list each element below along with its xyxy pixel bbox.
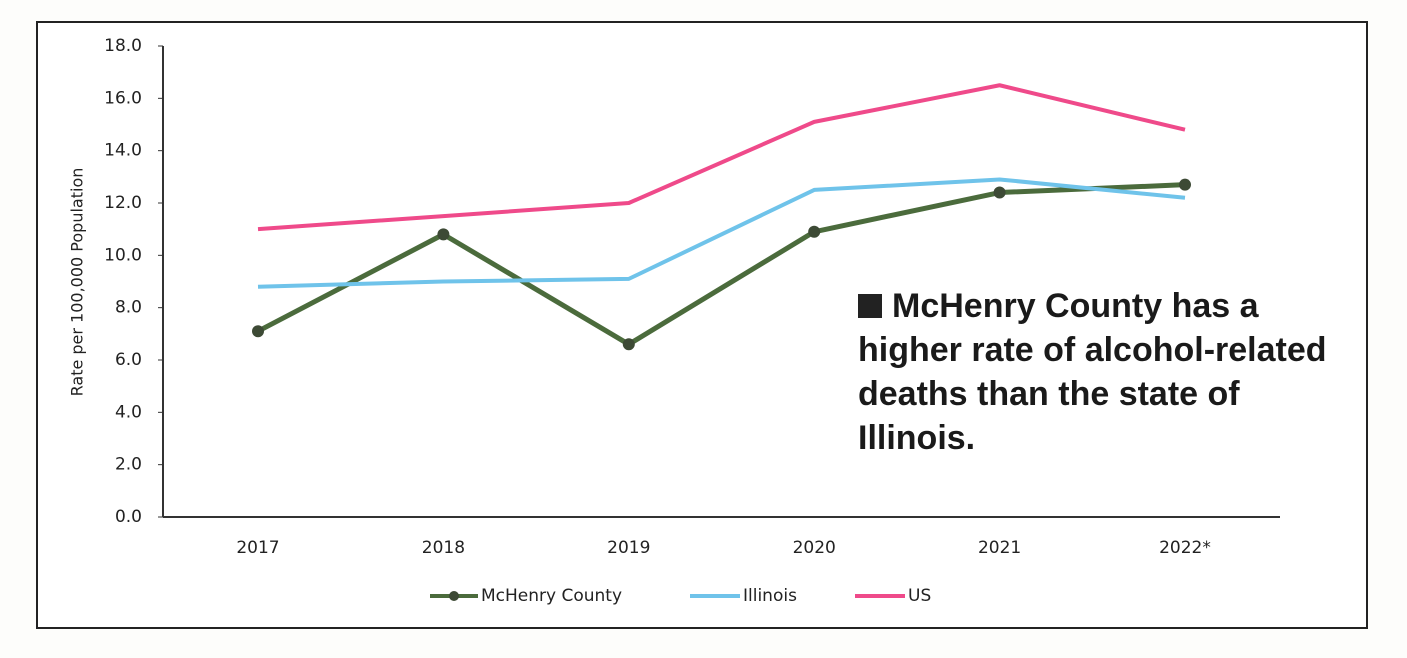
point-marker [437, 228, 450, 241]
y-tick-label: 16.0 [104, 88, 142, 108]
series-line [256, 182, 1186, 347]
y-tick-label: 18.0 [104, 36, 142, 56]
point-marker [993, 186, 1006, 199]
x-tick-label: 2021 [978, 538, 1021, 558]
y-axis-label: Rate per 100,000 Population [68, 168, 87, 397]
point-marker [808, 225, 821, 238]
y-tick-label: 14.0 [104, 141, 142, 161]
legend-label: Illinois [743, 586, 797, 606]
y-tick-label: 6.0 [115, 350, 142, 370]
bullet [858, 294, 882, 318]
point-marker [622, 338, 635, 351]
legend-label: US [908, 586, 931, 606]
series-line [257, 177, 1186, 289]
y-tick-label: 2.0 [115, 455, 142, 475]
y-tick-label: 12.0 [104, 193, 142, 213]
y-tick-label: 8.0 [115, 298, 142, 318]
legend-label: McHenry County [481, 586, 622, 606]
x-tick-label: 2022* [1159, 538, 1211, 558]
y-tick-label: 10.0 [104, 245, 142, 265]
legend-marker [449, 591, 459, 601]
x-tick-label: 2020 [793, 538, 836, 558]
chart-frame [36, 21, 1368, 629]
y-tick-label: 4.0 [115, 402, 142, 422]
annotation-text: McHenry County has a higher rate of alco… [858, 287, 1327, 457]
y-tick-label: 0.0 [115, 507, 142, 527]
point-marker [252, 325, 264, 338]
point-marker [1179, 178, 1191, 191]
x-tick-label: 2017 [236, 538, 279, 558]
series-line [257, 83, 1186, 232]
x-tick-label: 2018 [422, 538, 465, 558]
x-tick-label: 2019 [607, 538, 650, 558]
annotation: McHenry County has a higher rate of alco… [858, 284, 1328, 460]
